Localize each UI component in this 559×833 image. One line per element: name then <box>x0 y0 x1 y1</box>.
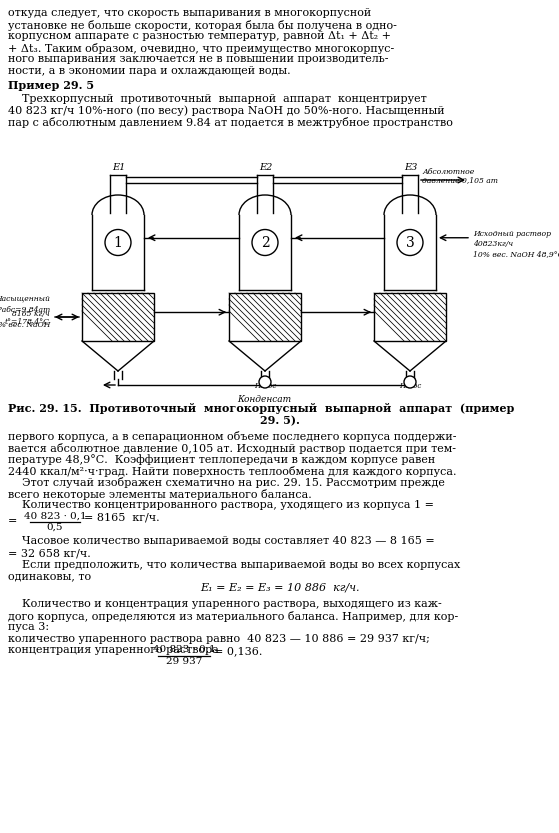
Text: + Δt₃. Таким образом, очевидно, что преимущество многокорпус-: + Δt₃. Таким образом, очевидно, что преи… <box>8 42 394 53</box>
Text: пар Рабс=9,84ат: пар Рабс=9,84ат <box>0 306 50 314</box>
Circle shape <box>252 230 278 256</box>
Text: 29. 5).: 29. 5). <box>259 415 300 426</box>
Text: всего некоторые элементы материального баланса.: всего некоторые элементы материального б… <box>8 488 312 500</box>
Text: Насос: Насос <box>399 382 421 390</box>
Text: одинаковы, то: одинаковы, то <box>8 571 91 581</box>
Bar <box>229 293 301 341</box>
Text: E3: E3 <box>404 163 418 172</box>
Text: ного выпаривания заключается не в повышении производитель-: ного выпаривания заключается не в повыше… <box>8 54 389 64</box>
Text: пературе 48,9°С.  Коэффициент теплопередачи в каждом корпусе равен: пературе 48,9°С. Коэффициент теплопереда… <box>8 454 435 465</box>
Circle shape <box>105 230 131 256</box>
Circle shape <box>397 230 423 256</box>
Text: 2440 ккал/м²·ч·град. Найти поверхность теплообмена для каждого корпуса.: 2440 ккал/м²·ч·град. Найти поверхность т… <box>8 466 457 476</box>
Text: концентрация упаренного раствора: концентрация упаренного раствора <box>8 645 222 655</box>
Text: 8165 кг/ч: 8165 кг/ч <box>12 310 50 318</box>
Text: 40823кг/ч: 40823кг/ч <box>473 240 513 247</box>
Text: 0,5: 0,5 <box>47 523 63 532</box>
Text: дого корпуса, определяются из материального баланса. Например, для кор-: дого корпуса, определяются из материальн… <box>8 611 458 621</box>
Text: Исходный раствор: Исходный раствор <box>473 230 551 237</box>
Text: Пример 29. 5: Пример 29. 5 <box>8 80 94 91</box>
Text: Насыщенный: Насыщенный <box>0 295 50 303</box>
Text: установке не больше скорости, которая была бы получена в одно-: установке не больше скорости, которая бы… <box>8 19 397 31</box>
Text: 3: 3 <box>406 236 414 250</box>
Text: Количество концентрированного раствора, уходящего из корпуса 1 =: Количество концентрированного раствора, … <box>8 500 434 510</box>
Text: =: = <box>8 516 17 526</box>
Text: давление 0,105 ат: давление 0,105 ат <box>422 176 498 184</box>
Bar <box>82 293 154 341</box>
Text: 1: 1 <box>113 236 122 250</box>
Text: корпусном аппарате с разностью температур, равной Δt₁ + Δt₂ +: корпусном аппарате с разностью температу… <box>8 31 391 41</box>
Text: 40 823 · 0,1: 40 823 · 0,1 <box>153 645 215 654</box>
Text: Если предположить, что количества выпариваемой воды во всех корпусах: Если предположить, что количества выпари… <box>8 560 460 570</box>
Text: 50% вес. NaOH: 50% вес. NaOH <box>0 321 50 329</box>
Text: t°=178,4°С: t°=178,4°С <box>5 317 50 325</box>
Text: Количество и концентрация упаренного раствора, выходящего из каж-: Количество и концентрация упаренного рас… <box>8 599 442 609</box>
Text: Рис. 29. 15.  Противоточный  многокорпусный  выпарной  аппарат  (пример: Рис. 29. 15. Противоточный многокорпусны… <box>8 403 514 414</box>
Text: вается абсолютное давление 0,105 ат. Исходный раствор подается при тем-: вается абсолютное давление 0,105 ат. Исх… <box>8 442 456 453</box>
Text: 10% вес. NaOH 48,9°С: 10% вес. NaOH 48,9°С <box>473 250 559 257</box>
Text: откуда следует, что скорость выпаривания в многокорпусной: откуда следует, что скорость выпаривания… <box>8 8 371 18</box>
Circle shape <box>404 376 416 388</box>
Text: Трехкорпусный  противоточный  выпарной  аппарат  концентрирует: Трехкорпусный противоточный выпарной апп… <box>8 93 427 103</box>
Circle shape <box>259 376 271 388</box>
Text: 2: 2 <box>260 236 269 250</box>
Text: 40 823 · 0,1: 40 823 · 0,1 <box>23 511 86 521</box>
Text: E2: E2 <box>259 163 273 172</box>
Text: пуса 3:: пуса 3: <box>8 622 49 632</box>
Text: 40 823 кг/ч 10%-ного (по весу) раствора NaOH до 50%-ного. Насыщенный: 40 823 кг/ч 10%-ного (по весу) раствора … <box>8 105 444 116</box>
Text: E1: E1 <box>112 163 126 172</box>
Text: пар с абсолютным давлением 9.84 ат подается в межтрубное пространство: пар с абсолютным давлением 9.84 ат подае… <box>8 117 453 127</box>
Text: 29 937: 29 937 <box>166 656 202 666</box>
Text: Часовое количество выпариваемой воды составляет 40 823 — 8 165 =: Часовое количество выпариваемой воды сос… <box>8 536 435 546</box>
Text: = 8165  кг/ч.: = 8165 кг/ч. <box>84 512 160 522</box>
Text: = 32 658 кг/ч.: = 32 658 кг/ч. <box>8 548 91 558</box>
Text: Насос: Насос <box>254 382 276 390</box>
Text: = 0,136.: = 0,136. <box>214 646 263 656</box>
Text: первого корпуса, а в сепарационном объеме последнего корпуса поддержи-: первого корпуса, а в сепарационном объем… <box>8 431 457 442</box>
Text: E₁ = E₂ = E₃ = 10 886  кг/ч.: E₁ = E₂ = E₃ = 10 886 кг/ч. <box>200 582 359 592</box>
Text: Конденсат: Конденсат <box>237 395 291 404</box>
Text: количество упаренного раствора равно  40 823 — 10 886 = 29 937 кг/ч;: количество упаренного раствора равно 40 … <box>8 634 430 644</box>
Text: Абсолютное: Абсолютное <box>422 168 474 176</box>
Text: Этот случай изображен схематично на рис. 29. 15. Рассмотрим прежде: Этот случай изображен схематично на рис.… <box>8 477 445 488</box>
Text: ности, а в экономии пара и охлаждающей воды.: ности, а в экономии пара и охлаждающей в… <box>8 66 291 76</box>
Bar <box>374 293 446 341</box>
